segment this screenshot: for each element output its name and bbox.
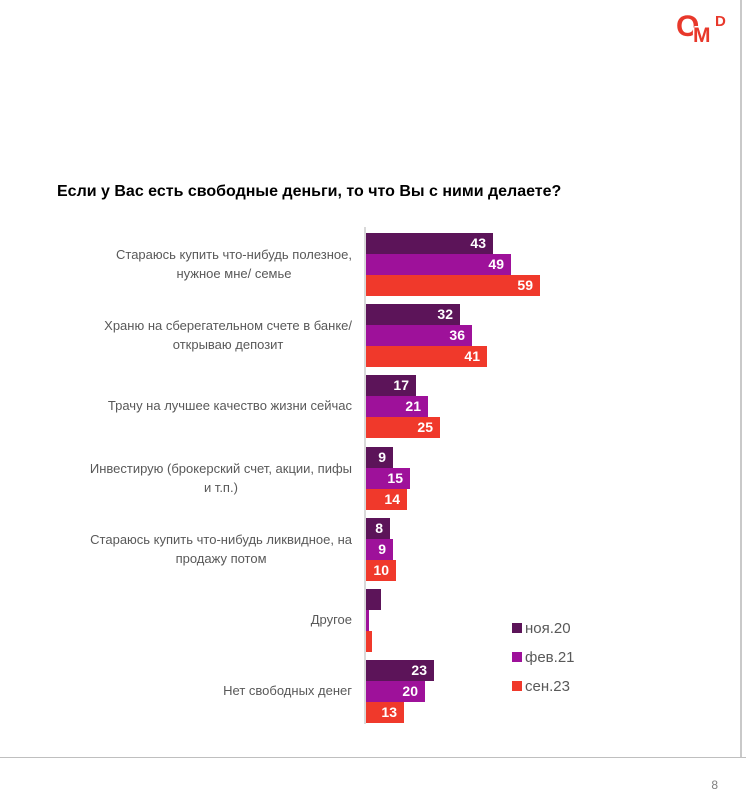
category-label: Трачу на лучшее качество жизни сейчас bbox=[40, 375, 352, 438]
bar-value-label: 15 bbox=[387, 470, 403, 486]
category-label-text: Нет свободных денег bbox=[223, 683, 352, 699]
bar-сен.23: 25 bbox=[366, 417, 440, 438]
bar-value-label: 10 bbox=[373, 562, 389, 578]
category-label: Стараюсь купить что-нибудь ликвидное, на… bbox=[40, 518, 352, 581]
slide-right-border bbox=[740, 0, 742, 757]
bar-group: Стараюсь купить что-нибудь полезное, нужн… bbox=[40, 233, 730, 296]
category-label: Инвестирую (брокерский счет, акции, пифы… bbox=[40, 447, 352, 510]
bar-stack: 9 15 14 bbox=[366, 447, 410, 510]
bar-group: Стараюсь купить что-нибудь ликвидное, на… bbox=[40, 518, 730, 581]
bar-stack bbox=[366, 589, 381, 652]
bar-value-label: 49 bbox=[488, 256, 504, 272]
bar-group: Инвестирую (брокерский счет, акции, пифы… bbox=[40, 447, 730, 510]
bar-ноя.20: 23 bbox=[366, 660, 434, 681]
bar-stack: 43 49 59 bbox=[366, 233, 540, 296]
bar-value-label: 17 bbox=[393, 377, 409, 393]
category-label-text: Храню на сберегательном счете в банке/от… bbox=[104, 317, 352, 352]
category-label-text: Стараюсь купить что-нибудь полезное, нужн… bbox=[116, 246, 352, 281]
category-label: Стараюсь купить что-нибудь полезное, нужн… bbox=[40, 233, 352, 296]
omd-logo-icon: O M D bbox=[676, 8, 734, 56]
category-label-text: Другое bbox=[310, 612, 352, 628]
bar-фев.21 bbox=[366, 610, 369, 631]
bar-value-label: 20 bbox=[402, 683, 418, 699]
bar-фев.21: 36 bbox=[366, 325, 472, 346]
bar-group: Другое bbox=[40, 589, 730, 652]
bar-value-label: 9 bbox=[378, 449, 386, 465]
chart-legend: ноя.20 фев.21 сен.23 bbox=[512, 619, 575, 706]
chart-title: Если у Вас есть свободные деньги, то что… bbox=[57, 183, 562, 200]
bar-group: Нет свободных денег 23 20 13 bbox=[40, 660, 730, 723]
bar-сен.23: 10 bbox=[366, 560, 396, 581]
bar-сен.23: 59 bbox=[366, 275, 540, 296]
category-label-text: Стараюсь купить что-нибудь ликвидное, на… bbox=[90, 531, 352, 566]
legend-swatch-icon bbox=[512, 652, 522, 662]
bar-value-label: 36 bbox=[449, 327, 465, 343]
bar-фев.21: 49 bbox=[366, 254, 511, 275]
bar-group: Трачу на лучшее качество жизни сейчас 17 2… bbox=[40, 375, 730, 438]
bar-ноя.20: 43 bbox=[366, 233, 493, 254]
bar-value-label: 9 bbox=[378, 541, 386, 557]
bar-сен.23 bbox=[366, 631, 372, 652]
bar-ноя.20: 8 bbox=[366, 518, 390, 539]
category-label-text: Инвестирую (брокерский счет, акции, пифы… bbox=[89, 460, 352, 495]
legend-item: сен.23 bbox=[512, 677, 575, 695]
bar-value-label: 14 bbox=[384, 491, 400, 507]
bar-value-label: 25 bbox=[417, 419, 433, 435]
footer-divider bbox=[0, 757, 746, 758]
bar-фев.21: 9 bbox=[366, 539, 393, 560]
bar-stack: 23 20 13 bbox=[366, 660, 434, 723]
legend-swatch-icon bbox=[512, 623, 522, 633]
bar-фев.21: 20 bbox=[366, 681, 425, 702]
category-label: Другое bbox=[40, 589, 352, 652]
category-axis-line bbox=[364, 227, 366, 724]
category-label: Храню на сберегательном счете в банке/от… bbox=[40, 304, 352, 367]
logo-letter-o: O bbox=[676, 10, 700, 43]
category-label: Нет свободных денег bbox=[40, 660, 352, 723]
bar-сен.23: 41 bbox=[366, 346, 487, 367]
bar-value-label: 32 bbox=[437, 306, 453, 322]
bar-value-label: 43 bbox=[470, 235, 486, 251]
legend-label: ноя.20 bbox=[525, 619, 571, 637]
category-label-text: Трачу на лучшее качество жизни сейчас bbox=[107, 398, 352, 414]
bar-value-label: 13 bbox=[381, 704, 397, 720]
legend-item: фев.21 bbox=[512, 648, 575, 666]
bar-фев.21: 21 bbox=[366, 396, 428, 417]
bar-stack: 17 21 25 bbox=[366, 375, 440, 438]
logo-letter-m: M bbox=[693, 24, 711, 47]
bar-фев.21: 15 bbox=[366, 468, 410, 489]
legend-item: ноя.20 bbox=[512, 619, 575, 637]
page-number: 8 bbox=[711, 778, 718, 792]
bar-ноя.20: 9 bbox=[366, 447, 393, 468]
bar-chart: Стараюсь купить что-нибудь полезное, нужн… bbox=[40, 227, 730, 733]
bar-value-label: 23 bbox=[411, 662, 427, 678]
bar-value-label: 21 bbox=[405, 398, 421, 414]
legend-label: сен.23 bbox=[525, 677, 570, 695]
legend-swatch-icon bbox=[512, 681, 522, 691]
bar-value-label: 8 bbox=[375, 520, 383, 536]
bar-ноя.20: 17 bbox=[366, 375, 416, 396]
legend-label: фев.21 bbox=[525, 648, 575, 666]
bar-stack: 32 36 41 bbox=[366, 304, 487, 367]
bar-group: Храню на сберегательном счете в банке/от… bbox=[40, 304, 730, 367]
logo-letter-d: D bbox=[715, 13, 726, 30]
bar-сен.23: 14 bbox=[366, 489, 407, 510]
bar-stack: 8 9 10 bbox=[366, 518, 396, 581]
bar-ноя.20: 32 bbox=[366, 304, 460, 325]
bar-value-label: 41 bbox=[464, 348, 480, 364]
bar-ноя.20 bbox=[366, 589, 381, 610]
bar-сен.23: 13 bbox=[366, 702, 404, 723]
bar-value-label: 59 bbox=[517, 277, 533, 293]
